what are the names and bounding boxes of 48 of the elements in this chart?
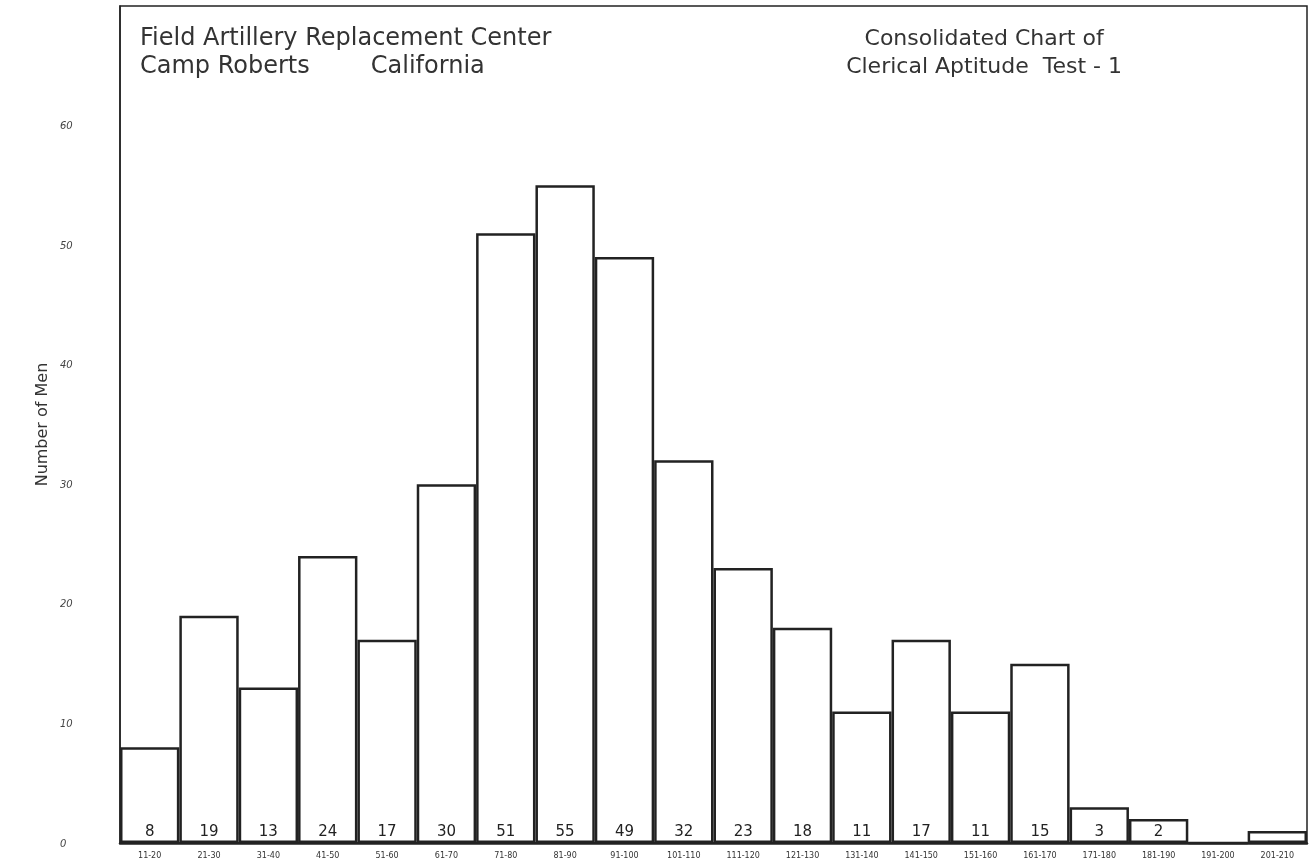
x-tick-label: 31-40 (256, 850, 280, 860)
x-tick-label: 151-160 (963, 850, 998, 860)
x-tick-label: 131-140 (845, 850, 879, 860)
y-tick-label: 20 (60, 598, 73, 610)
y-tick-label: 60 (60, 120, 73, 132)
x-tick-label: 201-210 (1260, 850, 1295, 860)
data-label: 17 (911, 821, 931, 840)
text: Consolidated Chart of Clerical Aptitude Test - 1 (846, 24, 1123, 78)
text: Field Artillery Replacement Center Camp Roberts California (140, 23, 552, 79)
data-label: 13 (258, 821, 278, 840)
data-label: 11 (852, 821, 872, 840)
x-tick-label: 21-30 (197, 850, 221, 860)
x-tick-label: 191-200 (1201, 850, 1235, 860)
data-label: 32 (674, 821, 694, 840)
data-label: 2 (1153, 821, 1164, 840)
x-tick-label: 161-170 (1023, 850, 1057, 860)
data-label: 55 (555, 821, 575, 840)
data-label: 15 (1030, 821, 1050, 840)
x-tick-label: 71-80 (494, 850, 518, 860)
x-tick-label: 121-130 (785, 850, 820, 860)
data-label: 24 (318, 821, 338, 840)
data-label: 18 (792, 821, 813, 840)
data-label: 49 (614, 821, 635, 840)
data-label: 11 (971, 821, 991, 840)
data-label: 3 (1094, 821, 1105, 840)
x-tick-label: 171-180 (1082, 850, 1116, 860)
x-tick-label: 91-100 (610, 850, 639, 860)
x-tick-label: 101-110 (667, 850, 701, 860)
x-tick-label: 51-60 (375, 850, 399, 860)
y-tick-label: 50 (60, 239, 73, 251)
y-tick-label: 40 (60, 359, 73, 371)
x-tick-label: 41-50 (316, 850, 340, 860)
x-tick-label: 11-20 (138, 850, 162, 860)
data-label: 30 (436, 821, 456, 840)
data-label: 23 (733, 821, 753, 840)
x-tick-label: 141-150 (904, 850, 938, 860)
data-label: 17 (377, 821, 397, 840)
y-tick-label: 30 (60, 478, 73, 490)
data-label: 8 (144, 821, 155, 840)
y-tick-label: 10 (60, 717, 73, 729)
x-tick-label: 111-120 (726, 850, 760, 860)
y-tick-label: 0 (60, 837, 67, 849)
x-tick-label: 81-90 (553, 850, 577, 860)
data-label: 51 (496, 821, 516, 840)
x-tick-label: 181-190 (1141, 850, 1176, 860)
y-axis-title: Number of Men (31, 362, 51, 487)
x-tick-label: 61-70 (434, 850, 459, 860)
data-label: 19 (199, 821, 219, 840)
